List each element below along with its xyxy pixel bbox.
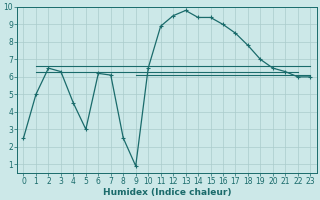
X-axis label: Humidex (Indice chaleur): Humidex (Indice chaleur) [103,188,231,197]
